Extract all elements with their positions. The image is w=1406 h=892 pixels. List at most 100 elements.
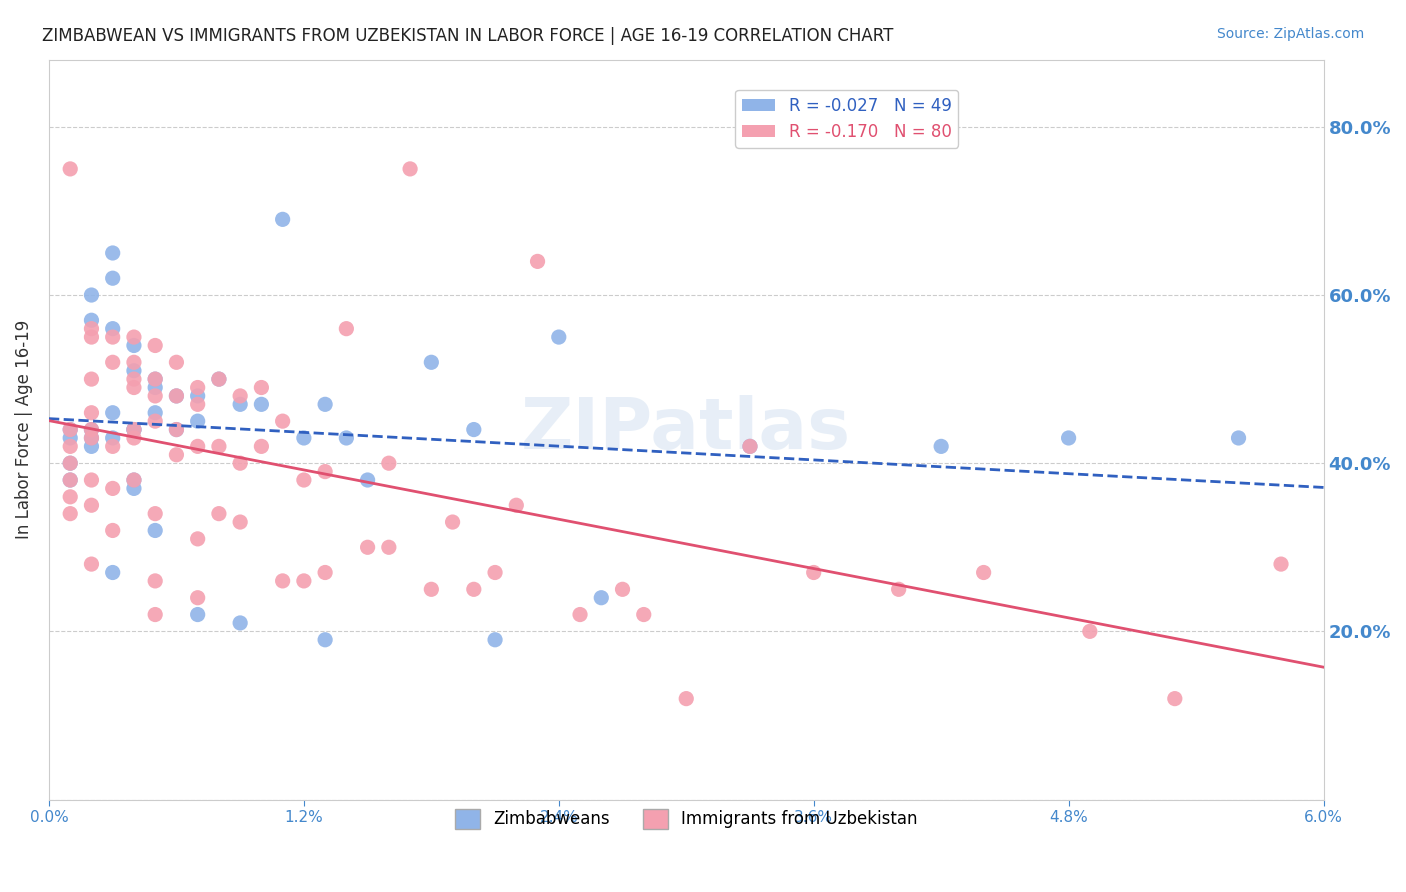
Point xyxy=(378,541,401,555)
Point xyxy=(143,414,166,428)
Point xyxy=(314,632,336,647)
Point xyxy=(122,372,145,386)
Point xyxy=(59,431,82,445)
Point xyxy=(292,574,315,588)
Point xyxy=(143,338,166,352)
Point xyxy=(547,330,569,344)
Point xyxy=(143,389,166,403)
Point xyxy=(441,515,464,529)
Point xyxy=(484,632,506,647)
Point xyxy=(229,397,252,411)
Point xyxy=(122,355,145,369)
Point xyxy=(399,161,422,176)
Point xyxy=(165,389,187,403)
Point xyxy=(101,406,124,420)
Point xyxy=(803,566,825,580)
Point xyxy=(143,607,166,622)
Point xyxy=(187,397,209,411)
Point xyxy=(122,423,145,437)
Point xyxy=(122,364,145,378)
Point xyxy=(633,607,655,622)
Point xyxy=(80,431,103,445)
Point xyxy=(59,456,82,470)
Point xyxy=(59,507,82,521)
Point xyxy=(80,372,103,386)
Point xyxy=(1227,431,1250,445)
Point xyxy=(292,431,315,445)
Point xyxy=(59,423,82,437)
Point xyxy=(101,355,124,369)
Text: Source: ZipAtlas.com: Source: ZipAtlas.com xyxy=(1216,27,1364,41)
Point xyxy=(569,607,592,622)
Point xyxy=(143,372,166,386)
Point xyxy=(208,372,231,386)
Point xyxy=(101,439,124,453)
Point xyxy=(101,482,124,496)
Point xyxy=(143,524,166,538)
Point xyxy=(591,591,613,605)
Point xyxy=(738,439,761,453)
Point xyxy=(1270,557,1292,571)
Point xyxy=(314,397,336,411)
Point xyxy=(229,615,252,630)
Point xyxy=(165,448,187,462)
Point xyxy=(420,355,443,369)
Point xyxy=(122,330,145,344)
Point xyxy=(165,389,187,403)
Point xyxy=(122,482,145,496)
Point xyxy=(378,456,401,470)
Point xyxy=(1057,431,1080,445)
Point xyxy=(229,515,252,529)
Point xyxy=(59,161,82,176)
Point xyxy=(101,524,124,538)
Point xyxy=(887,582,910,597)
Point xyxy=(356,541,378,555)
Point xyxy=(80,321,103,335)
Point xyxy=(463,582,485,597)
Point xyxy=(271,414,294,428)
Point xyxy=(292,473,315,487)
Point xyxy=(143,507,166,521)
Point xyxy=(738,439,761,453)
Point xyxy=(59,456,82,470)
Point xyxy=(59,490,82,504)
Point xyxy=(250,439,273,453)
Point xyxy=(675,691,697,706)
Point xyxy=(122,423,145,437)
Point xyxy=(229,389,252,403)
Point xyxy=(59,473,82,487)
Point xyxy=(101,321,124,335)
Text: ZIPatlas: ZIPatlas xyxy=(522,395,851,464)
Point xyxy=(229,456,252,470)
Y-axis label: In Labor Force | Age 16-19: In Labor Force | Age 16-19 xyxy=(15,320,32,539)
Point xyxy=(80,439,103,453)
Point xyxy=(80,473,103,487)
Point xyxy=(612,582,634,597)
Point xyxy=(143,372,166,386)
Point xyxy=(250,380,273,394)
Point xyxy=(187,439,209,453)
Point xyxy=(122,473,145,487)
Point xyxy=(314,465,336,479)
Point xyxy=(187,532,209,546)
Point xyxy=(143,406,166,420)
Point xyxy=(526,254,548,268)
Point xyxy=(208,372,231,386)
Point xyxy=(165,423,187,437)
Point xyxy=(165,355,187,369)
Point xyxy=(122,473,145,487)
Point xyxy=(505,498,527,512)
Point xyxy=(80,288,103,302)
Point xyxy=(101,566,124,580)
Point xyxy=(356,473,378,487)
Point xyxy=(187,380,209,394)
Point xyxy=(59,439,82,453)
Point xyxy=(122,380,145,394)
Point xyxy=(973,566,995,580)
Point xyxy=(80,423,103,437)
Point xyxy=(59,423,82,437)
Point xyxy=(187,607,209,622)
Point xyxy=(335,431,357,445)
Point xyxy=(165,423,187,437)
Point xyxy=(484,566,506,580)
